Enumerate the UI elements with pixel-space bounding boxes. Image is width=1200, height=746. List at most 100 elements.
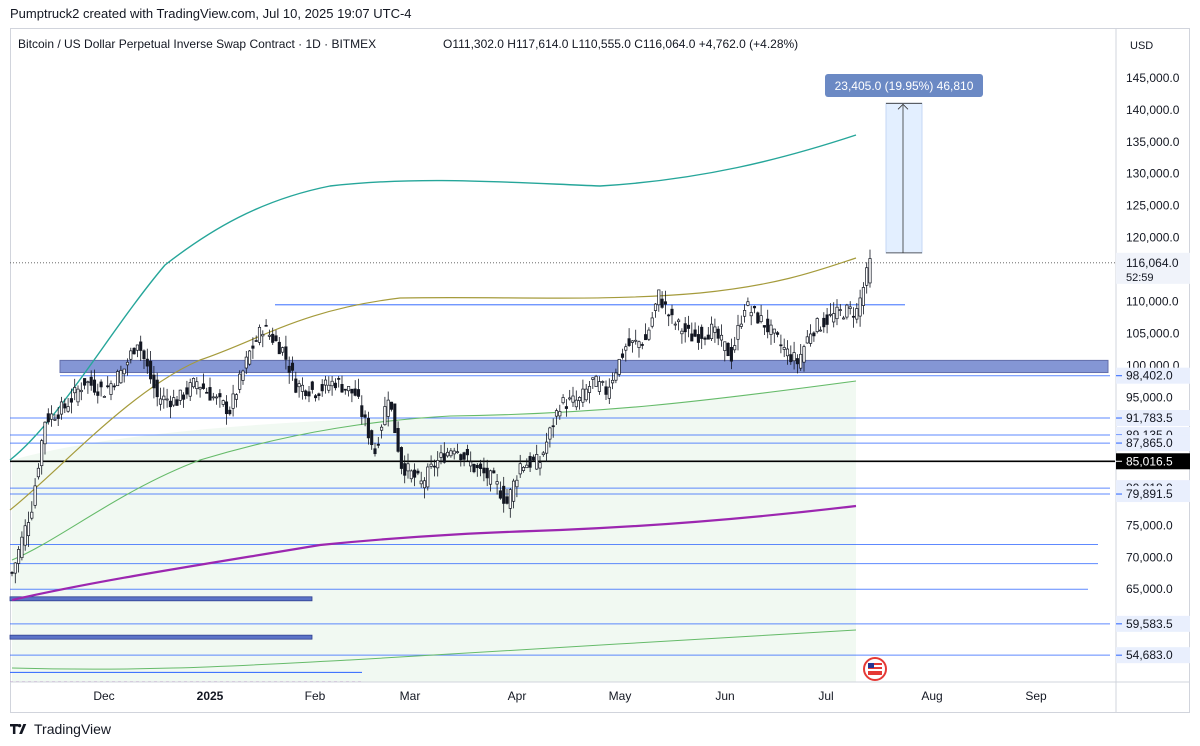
candle-body — [627, 338, 631, 346]
candle-body — [614, 372, 618, 381]
candle-body — [376, 443, 380, 446]
candle-body — [201, 383, 205, 389]
candle-body — [809, 333, 813, 344]
candle-body — [208, 387, 212, 401]
candle-body — [13, 562, 17, 574]
candle-body — [92, 379, 97, 393]
candle-body — [802, 346, 806, 363]
time-tick-label: Sep — [1025, 689, 1047, 703]
countdown-label: 52:59 — [1126, 272, 1154, 284]
candle-body — [541, 452, 545, 456]
candle-body — [561, 397, 565, 404]
candle-body — [739, 323, 743, 327]
mid-band-line — [9, 257, 857, 511]
candle-body — [667, 314, 671, 317]
candle-body — [716, 328, 720, 339]
price-tick-label: 95,000.0 — [1126, 390, 1173, 404]
chart-legend-symbol: Bitcoin / US Dollar Perpetual Inverse Sw… — [18, 37, 376, 51]
price-tag-bg — [1116, 435, 1190, 452]
candle-body — [36, 467, 40, 478]
price-tick-label: 65,000.0 — [1126, 582, 1173, 596]
candle-body — [327, 384, 331, 391]
candle-body — [254, 340, 258, 342]
candle-body — [267, 334, 271, 337]
candle-body — [677, 319, 681, 323]
candle-body — [112, 385, 116, 388]
time-tick-label: Apr — [508, 689, 527, 703]
candle-body — [835, 306, 839, 320]
candle-body — [66, 406, 70, 412]
candle-body — [363, 414, 367, 418]
candle-body — [162, 395, 166, 401]
candle-body — [290, 362, 295, 371]
time-tick-label: Jul — [818, 689, 833, 703]
candle-body — [518, 463, 522, 475]
candle-body — [333, 382, 337, 389]
candle-body — [693, 329, 697, 337]
candle-body — [469, 461, 473, 467]
candle-body — [17, 549, 21, 564]
candle-body — [482, 467, 486, 474]
candle-body — [323, 379, 328, 386]
candle-body — [436, 460, 440, 469]
lower-band-line — [11, 380, 857, 561]
candle-body — [548, 427, 552, 440]
candle-body — [304, 390, 308, 396]
candle-body — [360, 405, 364, 417]
candle-body — [231, 393, 235, 409]
candle-body — [508, 489, 512, 509]
candle-body — [76, 388, 80, 403]
candle-body — [587, 386, 592, 393]
candle-body — [868, 258, 872, 284]
candle-body — [195, 381, 199, 390]
candle-body — [647, 329, 651, 340]
price-tag-label: 54,683.0 — [1126, 648, 1173, 662]
candle-body — [449, 450, 453, 457]
candle-body — [644, 334, 648, 341]
candle-body — [168, 400, 172, 408]
candle-body — [403, 463, 407, 476]
measure-arrow-head — [897, 103, 909, 110]
tradingview-logo-icon — [10, 724, 27, 734]
candle-body — [634, 339, 638, 342]
candle-body — [779, 344, 783, 347]
candle-body — [165, 398, 169, 401]
candle-body — [571, 395, 575, 403]
candle-body — [46, 413, 50, 423]
candle-body — [30, 511, 34, 519]
candle-body — [865, 267, 869, 286]
candle-body — [373, 448, 377, 455]
candle-body — [274, 335, 278, 342]
candle-body — [657, 289, 661, 306]
candle-body — [119, 370, 123, 384]
candle-body — [370, 430, 374, 446]
candle-body — [155, 379, 159, 398]
candle-body — [211, 396, 215, 399]
candle-body — [426, 466, 430, 488]
candle-body — [383, 406, 387, 426]
candle-body — [825, 314, 829, 325]
candle-body — [198, 387, 202, 390]
candle-body — [535, 454, 539, 470]
candle-body — [594, 375, 598, 387]
candle-body — [521, 467, 526, 471]
candle-body — [317, 393, 321, 397]
price-tick-label: 75,000.0 — [1126, 518, 1173, 532]
candle-body — [696, 334, 700, 343]
zone-left-2 — [9, 634, 313, 640]
candle-body — [73, 387, 77, 394]
price-tag-bg — [1116, 453, 1190, 470]
candle-body — [191, 378, 196, 388]
candle-body — [330, 380, 334, 387]
candle-body — [386, 399, 390, 417]
candle-body — [416, 470, 420, 474]
candle-body — [713, 326, 717, 333]
purple-ma-line — [11, 504, 857, 602]
candle-body — [822, 317, 826, 328]
candle-body — [597, 381, 601, 392]
candle-body — [63, 403, 67, 409]
candle-body — [845, 304, 849, 318]
candle-body — [736, 325, 740, 340]
candle-body — [300, 384, 304, 392]
